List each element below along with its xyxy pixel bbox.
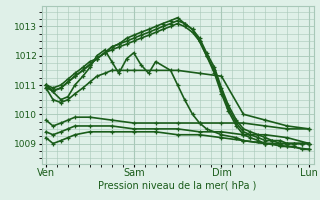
X-axis label: Pression niveau de la mer( hPa ): Pression niveau de la mer( hPa ) bbox=[99, 181, 257, 191]
